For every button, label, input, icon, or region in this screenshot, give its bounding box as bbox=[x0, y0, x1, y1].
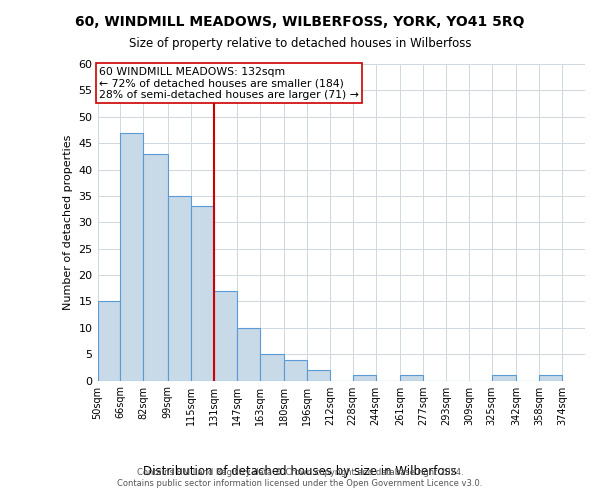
Text: Distribution of detached houses by size in Wilberfoss: Distribution of detached houses by size … bbox=[143, 465, 457, 478]
Bar bbox=[121, 132, 143, 380]
Text: Size of property relative to detached houses in Wilberfoss: Size of property relative to detached ho… bbox=[129, 38, 471, 51]
Text: 60, WINDMILL MEADOWS, WILBERFOSS, YORK, YO41 5RQ: 60, WINDMILL MEADOWS, WILBERFOSS, YORK, … bbox=[75, 15, 525, 29]
Text: Contains HM Land Registry data © Crown copyright and database right 2024.
Contai: Contains HM Land Registry data © Crown c… bbox=[118, 468, 482, 487]
Y-axis label: Number of detached properties: Number of detached properties bbox=[63, 134, 73, 310]
Bar bbox=[214, 291, 236, 380]
Bar bbox=[168, 196, 191, 380]
Bar bbox=[191, 206, 214, 380]
Bar bbox=[400, 376, 423, 380]
Bar bbox=[307, 370, 330, 380]
Bar bbox=[98, 302, 121, 380]
Bar bbox=[492, 376, 516, 380]
Text: 60 WINDMILL MEADOWS: 132sqm
← 72% of detached houses are smaller (184)
28% of se: 60 WINDMILL MEADOWS: 132sqm ← 72% of det… bbox=[99, 66, 359, 100]
Bar bbox=[260, 354, 284, 380]
Bar bbox=[143, 154, 168, 380]
Bar bbox=[539, 376, 562, 380]
Bar bbox=[353, 376, 376, 380]
Bar bbox=[284, 360, 307, 380]
Bar bbox=[236, 328, 260, 380]
